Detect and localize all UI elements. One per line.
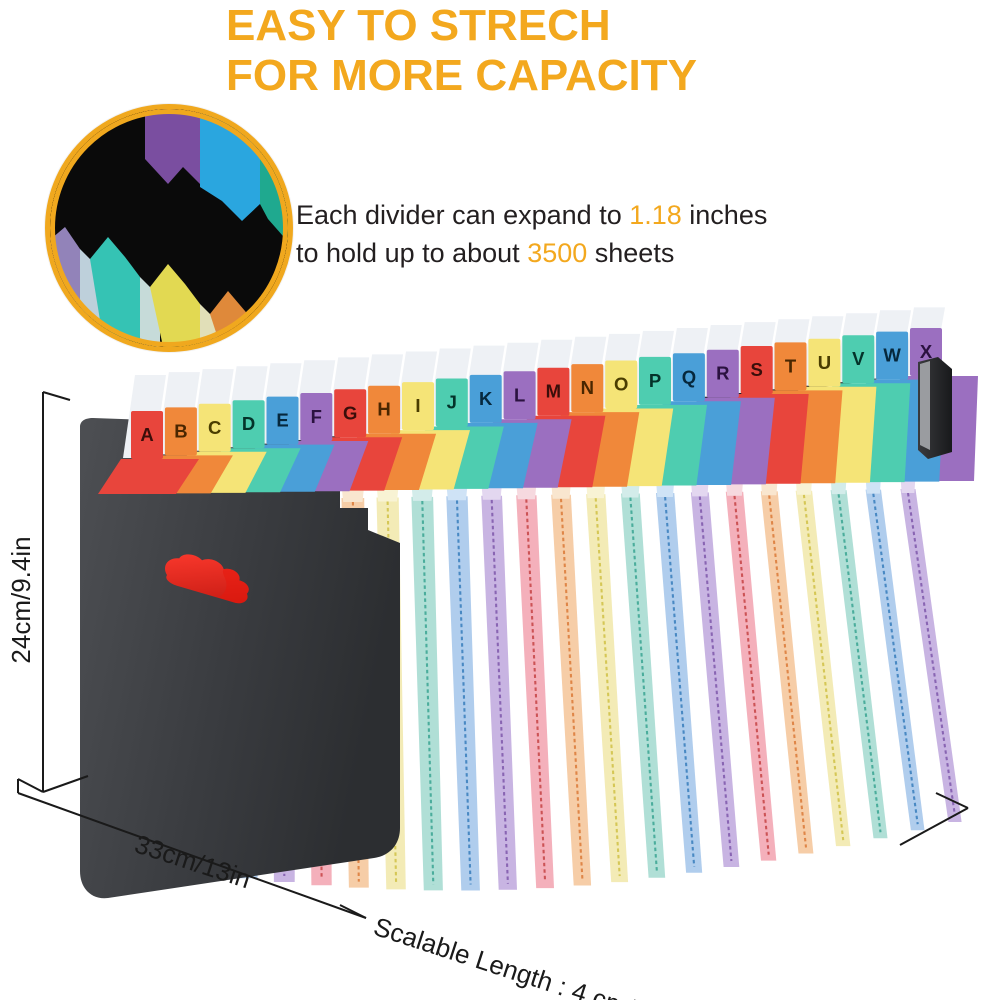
svg-text:S: S <box>751 359 763 380</box>
svg-text:K: K <box>479 388 493 409</box>
svg-text:I: I <box>415 395 420 416</box>
svg-text:W: W <box>883 345 901 366</box>
svg-text:N: N <box>581 377 594 398</box>
svg-text:A: A <box>140 424 153 445</box>
svg-text:L: L <box>514 384 525 405</box>
svg-text:T: T <box>785 355 797 376</box>
svg-text:J: J <box>447 392 457 413</box>
svg-text:C: C <box>208 417 221 438</box>
svg-text:P: P <box>649 370 661 391</box>
svg-text:V: V <box>852 348 865 369</box>
svg-text:D: D <box>242 413 255 434</box>
svg-text:G: G <box>343 402 357 423</box>
svg-text:B: B <box>174 420 187 441</box>
svg-text:F: F <box>311 406 322 427</box>
svg-text:H: H <box>377 399 390 420</box>
svg-text:O: O <box>614 374 628 395</box>
svg-text:Q: Q <box>682 366 696 387</box>
svg-text:M: M <box>546 381 561 402</box>
svg-text:Scalable Length : 4 cm/1.6 in-: Scalable Length : 4 cm/1.6 in-71 cm/28 i… <box>370 911 834 1000</box>
svg-text:E: E <box>276 410 288 431</box>
svg-text:R: R <box>716 363 729 384</box>
svg-text:24cm/9.4in: 24cm/9.4in <box>6 536 36 663</box>
svg-text:U: U <box>818 352 831 373</box>
